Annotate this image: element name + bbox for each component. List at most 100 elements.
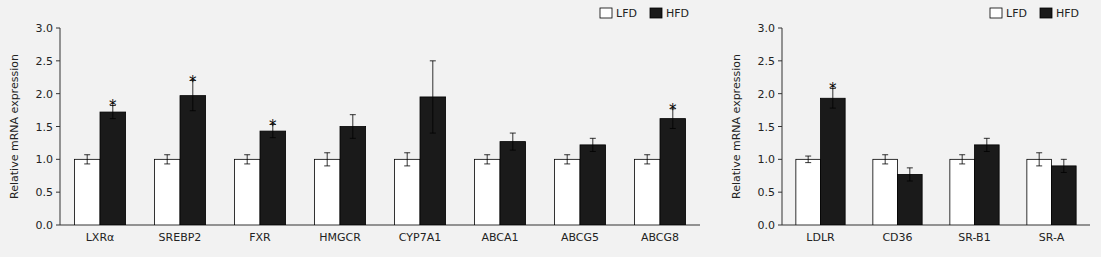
legend: LFD HFD bbox=[600, 7, 689, 20]
error-cap bbox=[404, 165, 410, 166]
legend: LFDHFD bbox=[990, 7, 1079, 20]
error-bar bbox=[404, 153, 410, 166]
error-cap bbox=[484, 163, 490, 164]
error-cap bbox=[244, 154, 250, 155]
error-cap bbox=[164, 154, 170, 155]
error-bar bbox=[324, 153, 330, 166]
error-cap bbox=[564, 163, 570, 164]
bar bbox=[340, 127, 366, 226]
error-cap bbox=[1061, 159, 1067, 160]
error-line bbox=[432, 61, 433, 133]
error-cap bbox=[882, 163, 888, 164]
legend-label: LFD bbox=[616, 7, 637, 20]
y-tick-label: 2.5 bbox=[758, 55, 776, 68]
error-cap bbox=[1036, 165, 1042, 166]
y-axis-label: Relative mRNA expression bbox=[8, 54, 21, 199]
error-line bbox=[407, 153, 408, 166]
error-bar bbox=[84, 155, 90, 164]
error-cap bbox=[590, 138, 596, 139]
error-bar bbox=[164, 155, 170, 164]
error-cap bbox=[270, 137, 276, 138]
error-bar bbox=[244, 155, 250, 164]
error-cap bbox=[805, 156, 811, 157]
y-tick bbox=[778, 192, 782, 193]
y-tick-label: 1.5 bbox=[36, 121, 54, 134]
bar bbox=[580, 145, 606, 225]
significance-star: * bbox=[669, 101, 677, 119]
error-line bbox=[647, 155, 648, 164]
error-line bbox=[1039, 153, 1040, 166]
error-bar bbox=[1036, 153, 1042, 166]
y-tick bbox=[778, 28, 782, 29]
y-tick-label: 0.5 bbox=[758, 186, 776, 199]
figure: 0.00.51.01.52.02.53.0Relative mRNA expre… bbox=[0, 0, 1101, 257]
error-cap bbox=[590, 151, 596, 152]
x-tick-label: SREBP2 bbox=[159, 231, 202, 244]
bar bbox=[100, 112, 126, 225]
y-tick bbox=[56, 192, 60, 193]
y-tick bbox=[56, 28, 60, 29]
error-cap bbox=[959, 154, 965, 155]
x-tick-label: ABCG5 bbox=[561, 231, 599, 244]
bar bbox=[873, 159, 898, 225]
error-cap bbox=[882, 154, 888, 155]
y-tick bbox=[56, 225, 60, 226]
error-line bbox=[352, 115, 353, 139]
error-line bbox=[327, 153, 328, 166]
error-line bbox=[808, 156, 809, 163]
error-bar bbox=[430, 61, 436, 133]
bar bbox=[796, 159, 821, 225]
error-bar bbox=[590, 138, 596, 151]
error-line bbox=[87, 155, 88, 164]
error-bar bbox=[882, 155, 888, 164]
marks bbox=[796, 88, 1076, 225]
error-line bbox=[487, 155, 488, 164]
y-tick-label: 1.0 bbox=[36, 153, 54, 166]
error-bar bbox=[644, 155, 650, 164]
error-cap bbox=[164, 163, 170, 164]
error-cap bbox=[907, 181, 913, 182]
error-line bbox=[592, 138, 593, 151]
bar bbox=[1027, 159, 1052, 225]
error-cap bbox=[805, 162, 811, 163]
panel: 0.00.51.01.52.02.53.0Relative mRNA expre… bbox=[8, 7, 700, 244]
annotations: * bbox=[829, 80, 837, 98]
error-cap bbox=[324, 152, 330, 153]
x-tick-label: FXR bbox=[249, 231, 271, 244]
bar bbox=[821, 98, 846, 225]
y-tick bbox=[56, 93, 60, 94]
error-cap bbox=[984, 151, 990, 152]
error-line bbox=[885, 155, 886, 164]
error-cap bbox=[84, 154, 90, 155]
error-cap bbox=[510, 150, 516, 151]
legend-label: LFD bbox=[1006, 7, 1027, 20]
error-cap bbox=[564, 154, 570, 155]
bar bbox=[234, 159, 260, 225]
y-tick-label: 1.0 bbox=[758, 153, 776, 166]
error-cap bbox=[644, 154, 650, 155]
bar bbox=[394, 159, 420, 225]
legend-swatch bbox=[1040, 8, 1052, 18]
error-cap bbox=[907, 167, 913, 168]
error-bar bbox=[350, 115, 356, 139]
x-tick-label: HMGCR bbox=[319, 231, 361, 244]
error-bar bbox=[564, 155, 570, 164]
error-line bbox=[909, 168, 910, 181]
error-cap bbox=[110, 118, 116, 119]
y-tick bbox=[778, 93, 782, 94]
x-tick-label: SR-A bbox=[1039, 231, 1065, 244]
x-tick-label: ABCA1 bbox=[481, 231, 518, 244]
bar bbox=[260, 131, 286, 225]
error-cap bbox=[1061, 172, 1067, 173]
error-bar bbox=[1061, 159, 1067, 172]
error-bar bbox=[510, 133, 516, 150]
y-tick-label: 0.0 bbox=[758, 219, 776, 232]
bar bbox=[314, 159, 340, 225]
bar bbox=[74, 159, 100, 225]
legend-label: HFD bbox=[666, 7, 689, 20]
error-cap bbox=[984, 138, 990, 139]
y-tick-label: 0.0 bbox=[36, 219, 54, 232]
y-tick-label: 2.0 bbox=[758, 88, 776, 101]
error-line bbox=[1063, 159, 1064, 172]
y-tick bbox=[778, 60, 782, 61]
